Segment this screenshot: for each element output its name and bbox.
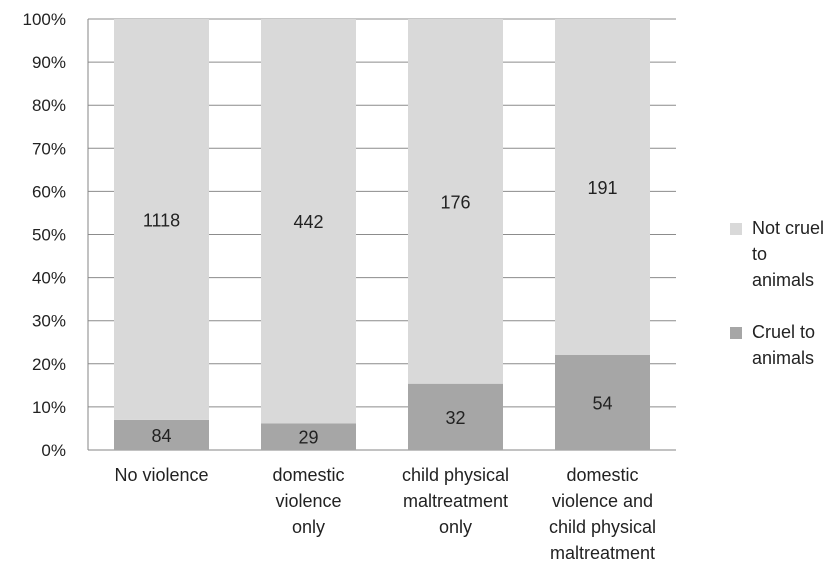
bar-segment	[114, 19, 209, 420]
x-category-label: domestic violence and child physical maltre…	[549, 465, 656, 563]
data-label: 191	[587, 178, 617, 198]
legend-label-cruel: Cruel to animals	[752, 322, 816, 368]
y-tick-label: 30%	[32, 312, 66, 331]
x-category-label: No violence	[114, 465, 208, 485]
legend-item-not-cruel: Not cruel to animals	[730, 215, 830, 293]
x-category-label: domestic violence only	[272, 465, 344, 537]
x-category-label-line: violence	[275, 491, 341, 511]
legend-item-cruel: Cruel to animals	[730, 319, 830, 371]
x-category-label-line: child physical	[549, 517, 656, 537]
y-tick-label: 80%	[32, 96, 66, 115]
bar-segment	[555, 355, 650, 450]
y-tick-label: 40%	[32, 269, 66, 288]
bar-segment	[555, 19, 650, 356]
y-tick-label: 60%	[32, 182, 66, 201]
legend: Not cruel to animals Cruel to animals	[730, 215, 830, 397]
bar-segment	[408, 383, 503, 450]
data-label: 84	[151, 426, 171, 446]
x-category-label-line: only	[292, 517, 325, 537]
bar-segment	[408, 19, 503, 384]
x-category-label-line: violence and	[552, 491, 653, 511]
data-label: 1118	[143, 210, 180, 230]
y-tick-label: 50%	[32, 226, 66, 245]
bar-segment	[261, 19, 356, 424]
bars	[114, 19, 650, 450]
x-category-label-line: only	[439, 517, 472, 537]
y-axis-tick-labels: 0% 10% 20% 30% 40% 50% 60% 70% 80% 90% 100%	[23, 10, 66, 460]
data-label: 54	[592, 394, 612, 414]
y-tick-label: 90%	[32, 53, 66, 72]
x-category-label-line: maltreatment	[550, 543, 655, 563]
x-category-label-line: child physical	[402, 465, 509, 485]
data-label: 32	[445, 408, 465, 428]
x-category-label-line: maltreatment	[403, 491, 508, 511]
data-label: 29	[298, 428, 318, 448]
x-category-label-line: No violence	[114, 465, 208, 485]
y-tick-label: 10%	[32, 398, 66, 417]
data-label: 442	[293, 212, 323, 232]
x-category-label-line: domestic	[566, 465, 638, 485]
y-tick-label: 20%	[32, 355, 66, 374]
y-tick-label: 0%	[41, 441, 66, 460]
x-category-label: child physical maltreatment only	[402, 465, 509, 537]
y-tick-label: 100%	[23, 10, 66, 29]
legend-swatch-not-cruel	[730, 223, 742, 235]
legend-label-not-cruel: Not cruel to animals	[752, 218, 825, 290]
x-category-label-line: domestic	[272, 465, 344, 485]
bar-segment	[114, 419, 209, 450]
data-label: 176	[440, 192, 470, 212]
legend-swatch-cruel	[730, 327, 742, 339]
data-labels: 84 1118 29 442 32 176 54 191	[143, 178, 618, 448]
y-tick-label: 70%	[32, 139, 66, 158]
bar-segment	[261, 423, 356, 450]
